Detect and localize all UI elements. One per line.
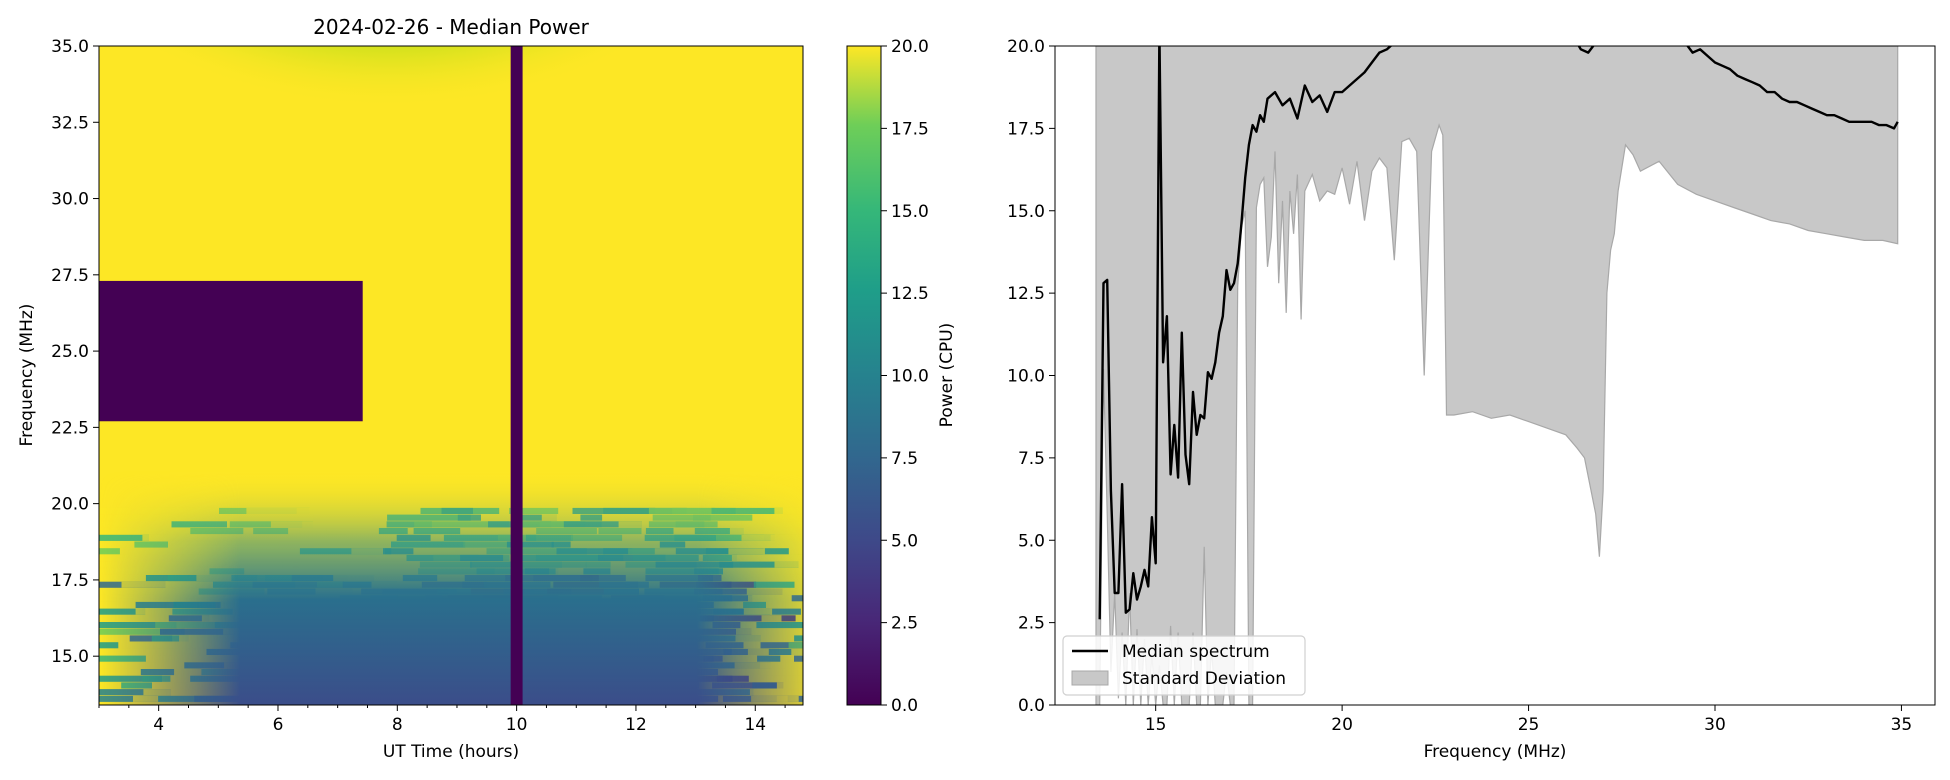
spectrum-ytick-label: 10.0 bbox=[1007, 367, 1045, 387]
spectrum-ytick-label: 15.0 bbox=[1007, 202, 1045, 222]
heatmap-ytick-label: 32.5 bbox=[51, 113, 89, 133]
spectrum-ytick-label: 0.0 bbox=[1018, 696, 1045, 716]
colorbar-tick-label: 0.0 bbox=[891, 696, 918, 716]
heatmap-xlabel: UT Time (hours) bbox=[383, 742, 519, 762]
heatmap-xtick-label: 8 bbox=[392, 715, 403, 735]
heatmap-xtick-label: 14 bbox=[744, 715, 766, 735]
spectrum-ytick-label: 12.5 bbox=[1007, 284, 1045, 304]
median-spectrum-line bbox=[1098, 46, 1899, 620]
heatmap-low-band bbox=[99, 470, 803, 705]
heatmap-masked-region bbox=[510, 46, 523, 705]
colorbar-tick-label: 20.0 bbox=[891, 37, 929, 57]
heatmap-frame bbox=[98, 45, 804, 706]
heatmap-ytick-label: 30.0 bbox=[51, 190, 89, 210]
heatmap-masked-region bbox=[99, 280, 363, 422]
colorbar-tick-label: 12.5 bbox=[891, 284, 929, 304]
std-deviation-band bbox=[1095, 46, 1899, 705]
spectrum-plot-area bbox=[1095, 46, 1899, 705]
heatmap-ytick-label: 27.5 bbox=[51, 266, 89, 286]
legend-std-label: Standard Deviation bbox=[1122, 669, 1286, 689]
heatmap-ytick-label: 17.5 bbox=[51, 571, 89, 591]
colorbar-tick-label: 17.5 bbox=[891, 119, 929, 139]
colorbar-tick-label: 7.5 bbox=[891, 449, 918, 469]
spectrum-ytick-label: 17.5 bbox=[1007, 119, 1045, 139]
heatmap-ytick-label: 20.0 bbox=[51, 495, 89, 515]
spectrum-ytick-label: 20.0 bbox=[1007, 37, 1045, 57]
legend-median-label: Median spectrum bbox=[1122, 642, 1270, 662]
legend-box bbox=[1062, 635, 1306, 696]
spectrum-xlabel: Frequency (MHz) bbox=[1424, 742, 1567, 762]
heatmap-title: 2024-02-26 - Median Power bbox=[313, 15, 590, 39]
heatmap-xtick-label: 6 bbox=[273, 715, 284, 735]
heatmap-xtick-label: 10 bbox=[506, 715, 528, 735]
spectrum-ytick-label: 2.5 bbox=[1018, 614, 1045, 634]
heatmap-xtick-label: 4 bbox=[153, 715, 164, 735]
spectrum-xtick-label: 25 bbox=[1518, 715, 1540, 735]
spectrum-xtick-label: 35 bbox=[1891, 715, 1913, 735]
colorbar-tick-label: 10.0 bbox=[891, 367, 929, 387]
spectrum-xtick-label: 20 bbox=[1331, 715, 1353, 735]
heatmap-green-region bbox=[99, 46, 730, 306]
heatmap-ytick-label: 15.0 bbox=[51, 647, 89, 667]
heatmap-xtick-label: 12 bbox=[625, 715, 647, 735]
colorbar-label: Power (CPU) bbox=[937, 323, 957, 428]
legend: Median spectrum Standard Deviation bbox=[1062, 635, 1306, 696]
heatmap-masked-regions bbox=[99, 46, 523, 705]
legend-std-swatch bbox=[1071, 670, 1109, 686]
heatmap-image bbox=[99, 46, 803, 705]
heatmap-ytick-label: 25.0 bbox=[51, 342, 89, 362]
colorbar-tick-label: 5.0 bbox=[891, 531, 918, 551]
colorbar-axes: 0.0 2.5 5.0 7.5 10.0 12.5 15.0 17.5 20.0 bbox=[881, 37, 929, 716]
spectrum-ytick-label: 5.0 bbox=[1018, 531, 1045, 551]
spectrum-xtick-label: 30 bbox=[1704, 715, 1726, 735]
spectrum-axes: 15 20 25 30 35 0.0 2.5 5.0 7.5 10.0 12.5 15.0 17.5 20… bbox=[1007, 37, 1912, 735]
heatmap-ytick-label: 35.0 bbox=[51, 37, 89, 57]
heatmap-axes: 4 6 8 10 12 14 15.0 17.5 20.0 22.5 25.0 27.5 30.0 32.… bbox=[51, 37, 786, 735]
heatmap-ytick-label: 22.5 bbox=[51, 418, 89, 438]
colorbar-tick-label: 2.5 bbox=[891, 614, 918, 634]
spectrum-ytick-label: 7.5 bbox=[1018, 449, 1045, 469]
heatmap-ylabel: Frequency (MHz) bbox=[17, 304, 37, 447]
colorbar-tick-label: 15.0 bbox=[891, 202, 929, 222]
colorbar bbox=[846, 45, 882, 706]
spectrum-xtick-label: 15 bbox=[1145, 715, 1167, 735]
